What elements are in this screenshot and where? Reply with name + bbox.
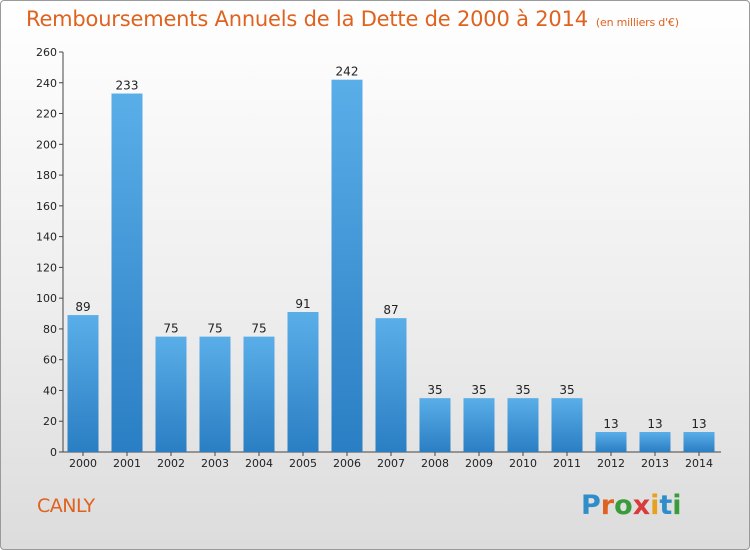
- chart-title: Remboursements Annuels de la Dette de 20…: [26, 7, 679, 31]
- data-label-2001: 233: [116, 79, 139, 93]
- bar-2006: [331, 79, 363, 452]
- data-label-2007: 87: [383, 303, 398, 317]
- x-tick-label-2003: 2003: [201, 457, 229, 470]
- bar-2002: [155, 336, 187, 452]
- chart-subtitle: (en milliers d'€): [595, 16, 679, 29]
- x-tick-label-2008: 2008: [421, 457, 449, 470]
- y-tick-label: 0: [50, 446, 57, 459]
- y-tick-label: 160: [36, 200, 57, 213]
- bar-2014: [683, 432, 715, 452]
- logo-letter: i: [650, 490, 660, 521]
- logo-letter: o: [614, 490, 633, 521]
- bar-2001: [111, 93, 143, 453]
- data-label-2008: 35: [427, 383, 442, 397]
- y-tick-label: 140: [36, 231, 57, 244]
- data-label-2005: 91: [295, 297, 310, 311]
- bar-2010: [507, 398, 539, 452]
- bar-2007: [375, 318, 407, 452]
- data-label-2014: 13: [691, 417, 706, 431]
- x-tick-label-2005: 2005: [289, 457, 317, 470]
- bar-2012: [595, 432, 627, 452]
- y-tick-label: 260: [36, 46, 57, 59]
- bar-2000: [67, 315, 99, 452]
- bar-2004: [243, 336, 275, 452]
- data-label-2013: 13: [647, 417, 662, 431]
- y-tick-label: 120: [36, 261, 57, 274]
- x-tick-label-2007: 2007: [377, 457, 405, 470]
- bar-2013: [639, 432, 671, 452]
- data-label-2004: 75: [251, 322, 266, 336]
- y-tick-label: 100: [36, 292, 57, 305]
- data-label-2002: 75: [163, 322, 178, 336]
- x-tick-label-2014: 2014: [685, 457, 713, 470]
- chart-title-text: Remboursements Annuels de la Dette de 20…: [26, 7, 588, 31]
- y-tick-label: 200: [36, 138, 57, 151]
- bar-2011: [551, 398, 583, 452]
- bar-2009: [463, 398, 495, 452]
- y-tick-label: 180: [36, 169, 57, 182]
- data-label-2011: 35: [559, 383, 574, 397]
- y-tick-label: 40: [43, 384, 57, 397]
- bar-2008: [419, 398, 451, 452]
- logo-letter: P: [581, 490, 601, 521]
- x-tick-label-2009: 2009: [465, 457, 493, 470]
- proxiti-logo: Proxiti: [581, 490, 682, 521]
- y-tick-label: 80: [43, 323, 57, 336]
- data-label-2006: 242: [336, 65, 359, 79]
- data-label-2010: 35: [515, 383, 530, 397]
- data-label-2003: 75: [207, 322, 222, 336]
- x-tick-label-2011: 2011: [553, 457, 581, 470]
- bar-2005: [287, 312, 319, 452]
- y-tick-label: 220: [36, 108, 57, 121]
- x-tick-label-2001: 2001: [113, 457, 141, 470]
- data-label-2000: 89: [75, 300, 90, 314]
- data-label-2009: 35: [471, 383, 486, 397]
- x-tick-label-2002: 2002: [157, 457, 185, 470]
- y-tick-label: 60: [43, 354, 57, 367]
- x-tick-label-2006: 2006: [333, 457, 361, 470]
- logo-letter: i: [672, 490, 682, 521]
- x-tick-label-2013: 2013: [641, 457, 669, 470]
- y-tick-label: 240: [36, 77, 57, 90]
- x-tick-label-2004: 2004: [245, 457, 273, 470]
- logo-letter: x: [632, 490, 651, 521]
- y-tick-label: 20: [43, 415, 57, 428]
- x-tick-label-2010: 2010: [509, 457, 537, 470]
- logo-letter: r: [600, 490, 615, 521]
- x-tick-label-2012: 2012: [597, 457, 625, 470]
- logo-letter: t: [659, 490, 673, 521]
- x-tick-label-2000: 2000: [69, 457, 97, 470]
- bar-2003: [199, 336, 231, 452]
- data-label-2012: 13: [603, 417, 618, 431]
- commune-name: CANLY: [37, 495, 95, 517]
